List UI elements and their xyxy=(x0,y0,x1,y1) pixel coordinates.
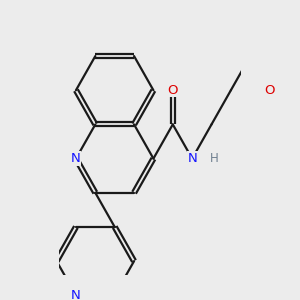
Text: N: N xyxy=(71,289,81,300)
Text: N: N xyxy=(187,152,197,165)
Text: O: O xyxy=(167,84,178,97)
Text: H: H xyxy=(209,152,218,165)
Text: O: O xyxy=(264,84,275,97)
Text: N: N xyxy=(71,152,81,165)
